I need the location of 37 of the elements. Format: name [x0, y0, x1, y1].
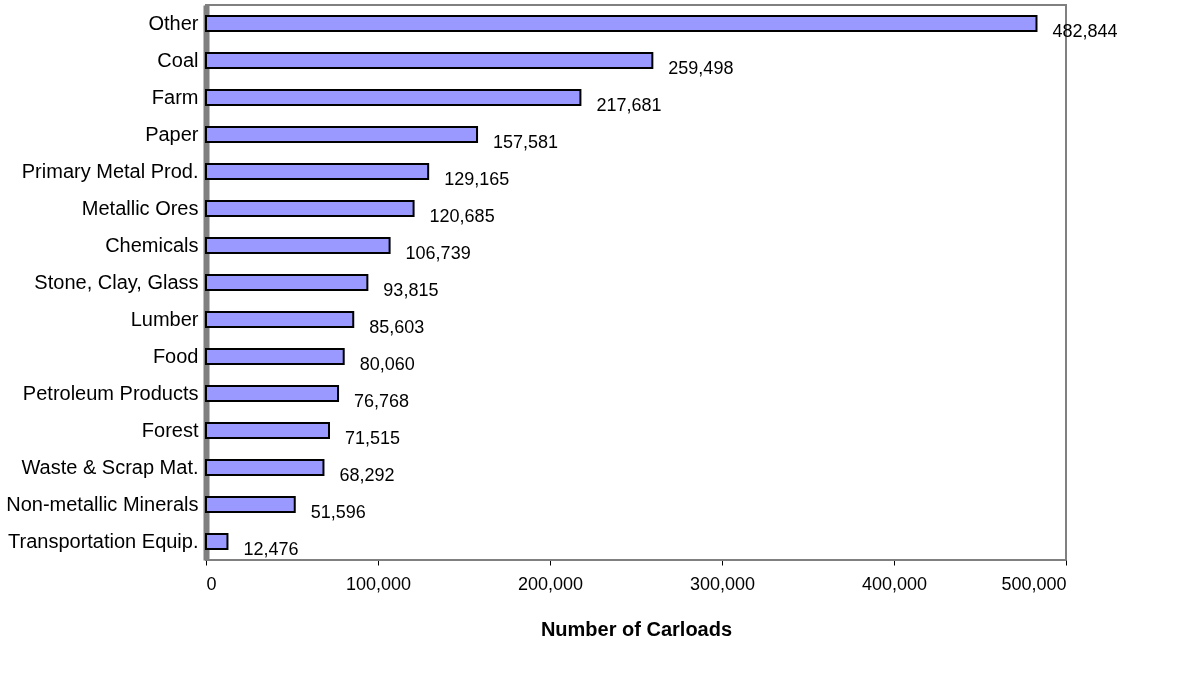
data-label: 259,498 [668, 57, 734, 78]
y-tick-label: Stone, Clay, Glass [34, 270, 199, 293]
y-tick-label: Waste & Scrap Mat. [21, 455, 199, 478]
data-label: 85,603 [369, 316, 425, 337]
data-label: 71,515 [345, 427, 401, 448]
data-label: 80,060 [359, 353, 415, 374]
y-tick-label: Primary Metal Prod. [21, 159, 199, 182]
y-tick-label: Petroleum Products [22, 381, 199, 404]
data-label: 12,476 [243, 538, 299, 559]
x-tick-label: 0 [206, 573, 217, 594]
data-label: 106,739 [405, 242, 471, 263]
data-label: 120,685 [429, 205, 495, 226]
x-tick-label: 400,000 [861, 573, 928, 594]
data-label: 217,681 [596, 94, 662, 115]
y-tick-label: Non-metallic Minerals [6, 492, 199, 515]
data-label: 51,596 [310, 501, 366, 522]
y-tick-label: Farm [151, 85, 199, 108]
y-tick-label: Coal [157, 48, 199, 71]
y-tick-label: Food [152, 344, 199, 367]
x-axis-title: Number of Carloads [540, 617, 733, 640]
x-tick-label: 200,000 [517, 573, 584, 594]
y-tick-label: Lumber [130, 307, 199, 330]
x-tick-label: 100,000 [345, 573, 412, 594]
data-label: 76,768 [354, 390, 410, 411]
y-tick-label: Other [148, 11, 199, 34]
data-label: 157,581 [493, 131, 559, 152]
x-tick-label: 500,000 [1001, 573, 1067, 594]
x-tick-label: 300,000 [689, 573, 756, 594]
y-tick-label: Metallic Ores [81, 196, 199, 219]
data-label: 129,165 [444, 168, 510, 189]
y-tick-label: Transportation Equip. [8, 529, 199, 552]
y-tick-label: Chemicals [105, 233, 199, 256]
data-label: 93,815 [383, 279, 439, 300]
y-tick-label: Paper [145, 122, 199, 145]
data-label: 482,844 [1052, 20, 1118, 41]
y-tick-label: Forest [141, 418, 199, 441]
data-label: 68,292 [339, 464, 395, 485]
